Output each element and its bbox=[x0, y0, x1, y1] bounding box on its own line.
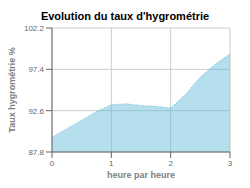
html-text:Evolution du taux d'hygrométri: Evolution du taux d'hygrométrie bbox=[40, 10, 210, 22]
svg-text:92.6: 92.6 bbox=[28, 107, 44, 116]
svg-text:2: 2 bbox=[168, 159, 173, 168]
svg-text:3: 3 bbox=[228, 159, 233, 168]
svg-text:102.2: 102.2 bbox=[24, 24, 45, 33]
svg-text:heure par heure: heure par heure bbox=[107, 170, 175, 180]
svg-text:87.8: 87.8 bbox=[28, 148, 44, 157]
svg-text:97.4: 97.4 bbox=[28, 65, 44, 74]
svg-text:1: 1 bbox=[109, 159, 114, 168]
svg-text:0: 0 bbox=[50, 159, 55, 168]
svg-text:Taux hygrométrie %: Taux hygrométrie % bbox=[8, 47, 17, 132]
